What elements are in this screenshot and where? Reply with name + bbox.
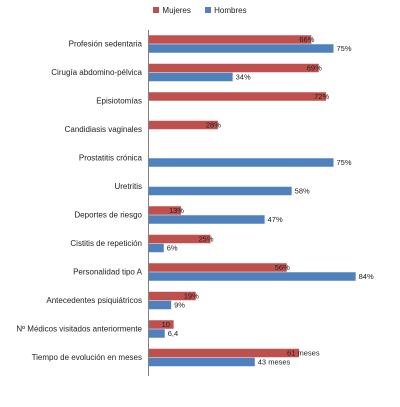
category-label: Personalidad tipo A — [73, 267, 143, 276]
data-label-hombres: 75% — [337, 44, 352, 53]
legend-label-mujeres: Mujeres — [162, 6, 191, 15]
bar-hombres — [149, 44, 334, 53]
bar-hombres — [149, 300, 172, 310]
bar-hombres — [149, 357, 255, 367]
bar-hombres — [149, 215, 265, 224]
bar-mujeres — [149, 63, 319, 73]
bar-mujeres — [149, 291, 196, 301]
category-label: Prostatitis crónica — [79, 153, 143, 162]
legend-item-mujeres: Mujeres — [153, 6, 191, 15]
data-label-mujeres: 66% — [299, 35, 314, 44]
data-label-mujeres: 10 — [162, 320, 170, 329]
data-label-hombres: 6,4 — [168, 329, 178, 338]
data-label-hombres: 84% — [359, 272, 374, 281]
data-label-mujeres: 56% — [275, 263, 290, 272]
bar-mujeres — [149, 263, 287, 272]
bar-mujeres — [149, 35, 312, 44]
category-label: Profesión sedentaria — [69, 39, 143, 48]
bar-mujeres — [149, 348, 300, 358]
bar-mujeres — [149, 120, 218, 130]
category-label: Cirugía abdomino-pélvica — [51, 68, 142, 77]
category-label: Episiotomías — [96, 96, 142, 105]
category-label: Uretritis — [114, 182, 142, 191]
data-label-hombres: 9% — [174, 301, 185, 310]
bar-hombres — [149, 329, 165, 338]
bar-hombres — [149, 186, 292, 196]
data-label-hombres: 47% — [268, 215, 283, 224]
bar-hombres — [149, 243, 164, 253]
bar-mujeres — [149, 92, 327, 101]
bar-hombres — [149, 158, 334, 167]
data-label-mujeres: 13% — [169, 206, 184, 215]
category-label: Nº Médicos visitados anteriormente — [16, 324, 142, 333]
bar-mujeres — [149, 234, 211, 244]
legend-swatch-hombres — [205, 6, 212, 13]
data-label-hombres: 43 meses — [258, 358, 291, 367]
bar-mujeres — [149, 320, 174, 329]
data-label-mujeres: 72% — [314, 92, 329, 101]
bar-hombres — [149, 72, 233, 82]
legend-label-hombres: Hombres — [214, 6, 247, 15]
bar-mujeres — [149, 206, 181, 215]
data-label-mujeres: 19% — [184, 292, 199, 301]
data-label-mujeres: 69% — [307, 64, 322, 73]
category-label: Candidiasis vaginales — [65, 125, 142, 134]
chart-legend: Mujeres Hombres — [0, 6, 400, 15]
data-label-hombres: 34% — [236, 73, 251, 82]
category-label: Cistitis de repetición — [70, 239, 142, 248]
data-label-hombres: 6% — [167, 244, 178, 253]
data-label-mujeres: 61 meses — [287, 349, 320, 358]
data-label-mujeres: 25% — [199, 235, 214, 244]
legend-swatch-mujeres — [153, 6, 160, 13]
data-label-hombres: 75% — [337, 158, 352, 167]
bar-hombres — [149, 272, 356, 281]
category-label: Deportes de riesgo — [74, 210, 142, 219]
data-label-hombres: 58% — [295, 187, 310, 196]
category-label: Tiempo de evolución en meses — [32, 353, 142, 362]
data-label-mujeres: 28% — [206, 121, 221, 130]
category-label: Antecedentes psiquiátricos — [46, 296, 142, 305]
legend-item-hombres: Hombres — [205, 6, 247, 15]
